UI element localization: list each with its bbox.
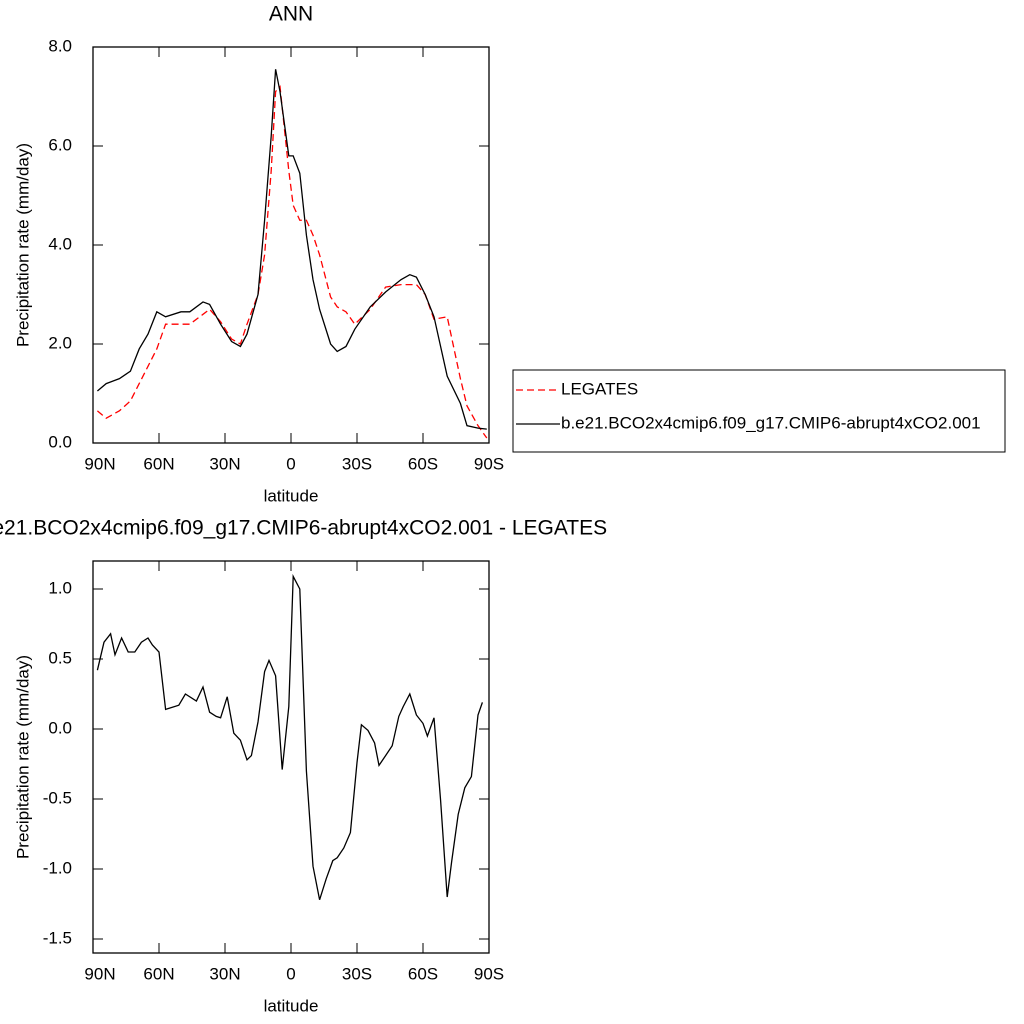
- x-tick-label: 30N: [209, 454, 240, 473]
- x-tick-label: 90S: [474, 454, 504, 473]
- x-tick-label: 30S: [342, 454, 372, 473]
- y-axis-label: Precipitation rate (mm/day): [13, 655, 32, 859]
- y-tick-label: 1.0: [48, 578, 72, 597]
- x-tick-label: 0: [286, 964, 295, 983]
- x-tick-label: 30N: [209, 964, 240, 983]
- x-tick-label: 60S: [408, 964, 438, 983]
- y-tick-label: 0.0: [48, 718, 72, 737]
- legend-label: LEGATES: [561, 379, 638, 398]
- data-line: [96, 85, 488, 439]
- y-tick-label: -0.5: [43, 788, 72, 807]
- x-tick-label: 30S: [342, 964, 372, 983]
- x-tick-label: 90N: [84, 454, 115, 473]
- x-tick-label: 60N: [143, 454, 174, 473]
- y-tick-label: 0.5: [48, 648, 72, 667]
- x-axis-label: latitude: [264, 996, 319, 1015]
- y-tick-label: 0.0: [48, 432, 72, 451]
- data-line: [96, 573, 484, 900]
- data-line: [96, 69, 487, 430]
- legend-label: b.e21.BCO2x4cmip6.f09_g17.CMIP6-abrupt4x…: [561, 413, 981, 432]
- y-tick-label: 2.0: [48, 333, 72, 352]
- x-tick-label: 60S: [408, 454, 438, 473]
- x-tick-label: 60N: [143, 964, 174, 983]
- y-tick-label: 8.0: [48, 36, 72, 55]
- y-tick-label: 4.0: [48, 234, 72, 253]
- x-tick-label: 0: [286, 454, 295, 473]
- chart-title: ANN: [269, 3, 313, 26]
- y-axis-label: Precipitation rate (mm/day): [13, 143, 32, 347]
- x-tick-label: 90S: [474, 964, 504, 983]
- y-tick-label: -1.5: [43, 928, 72, 947]
- chart-title: b.e21.BCO2x4cmip6.f09_g17.CMIP6-abrupt4x…: [0, 517, 607, 540]
- plot-frame: [92, 560, 490, 954]
- plot-frame: [92, 46, 490, 444]
- y-tick-label: 6.0: [48, 135, 72, 154]
- x-axis-label: latitude: [264, 486, 319, 505]
- y-tick-label: -1.0: [43, 858, 72, 877]
- x-tick-label: 90N: [84, 964, 115, 983]
- legend-box: [512, 369, 1006, 453]
